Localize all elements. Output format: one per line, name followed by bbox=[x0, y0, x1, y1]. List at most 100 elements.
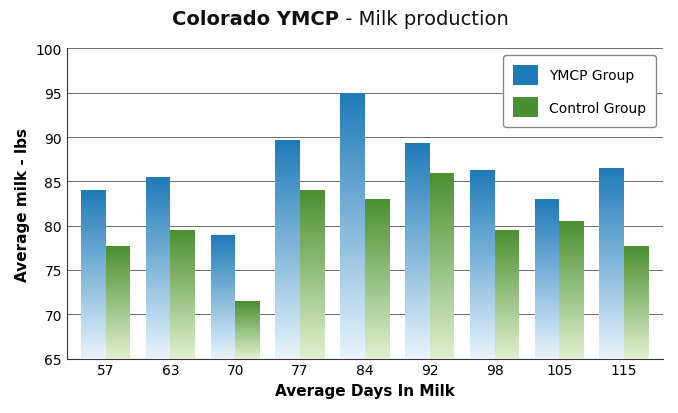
Bar bbox=[146, 333, 170, 334]
Bar bbox=[340, 323, 365, 324]
Bar bbox=[340, 104, 365, 105]
Bar bbox=[470, 245, 494, 246]
Bar bbox=[340, 358, 365, 359]
Bar bbox=[405, 217, 430, 218]
Bar bbox=[340, 99, 365, 100]
Bar bbox=[365, 253, 390, 254]
Bar bbox=[405, 224, 430, 225]
Bar bbox=[559, 308, 584, 309]
Bar bbox=[300, 277, 325, 278]
Bar bbox=[340, 153, 365, 154]
Bar bbox=[535, 228, 559, 229]
Bar bbox=[146, 323, 170, 324]
Bar bbox=[146, 183, 170, 184]
Bar bbox=[599, 241, 624, 242]
Bar bbox=[300, 266, 325, 267]
Bar bbox=[470, 271, 494, 272]
Bar bbox=[146, 215, 170, 216]
Bar bbox=[81, 345, 106, 346]
Bar bbox=[146, 332, 170, 333]
Bar bbox=[430, 234, 454, 235]
Bar bbox=[405, 332, 430, 333]
Bar bbox=[365, 309, 390, 310]
Bar bbox=[275, 242, 300, 243]
Bar bbox=[470, 348, 494, 349]
Bar bbox=[535, 244, 559, 245]
Bar bbox=[494, 349, 519, 350]
Bar bbox=[340, 159, 365, 160]
Bar bbox=[494, 279, 519, 280]
Y-axis label: Average milk - lbs: Average milk - lbs bbox=[15, 127, 30, 281]
Bar bbox=[494, 340, 519, 341]
Bar bbox=[275, 345, 300, 346]
Bar bbox=[535, 325, 559, 326]
Bar bbox=[146, 338, 170, 339]
Bar bbox=[430, 341, 454, 342]
Bar bbox=[599, 343, 624, 344]
Bar bbox=[170, 230, 195, 231]
Bar bbox=[599, 255, 624, 256]
Bar bbox=[494, 339, 519, 340]
Bar bbox=[340, 226, 365, 227]
Bar bbox=[275, 216, 300, 217]
Bar bbox=[146, 339, 170, 340]
Bar bbox=[430, 215, 454, 216]
Text: Colorado YMCP: Colorado YMCP bbox=[172, 10, 339, 29]
Bar bbox=[340, 120, 365, 121]
Bar bbox=[340, 298, 365, 299]
Bar bbox=[81, 308, 106, 309]
Bar bbox=[559, 224, 584, 225]
Bar bbox=[170, 351, 195, 352]
Bar bbox=[494, 300, 519, 301]
Bar bbox=[470, 191, 494, 192]
Bar bbox=[405, 148, 430, 149]
Bar bbox=[365, 333, 390, 334]
Bar bbox=[599, 213, 624, 214]
Bar bbox=[146, 295, 170, 296]
Bar bbox=[300, 334, 325, 335]
Bar bbox=[405, 324, 430, 325]
Bar bbox=[340, 220, 365, 221]
Bar bbox=[470, 352, 494, 353]
Bar bbox=[146, 317, 170, 318]
Bar bbox=[365, 204, 390, 205]
Bar bbox=[340, 327, 365, 328]
Bar bbox=[470, 350, 494, 351]
Bar bbox=[430, 274, 454, 275]
Bar bbox=[470, 291, 494, 292]
Bar bbox=[275, 194, 300, 195]
Bar bbox=[300, 223, 325, 224]
Bar bbox=[535, 353, 559, 354]
Bar bbox=[470, 318, 494, 319]
Bar bbox=[146, 240, 170, 241]
Bar bbox=[275, 253, 300, 254]
Bar bbox=[81, 265, 106, 266]
Bar bbox=[275, 227, 300, 228]
Bar bbox=[470, 232, 494, 233]
Bar bbox=[275, 357, 300, 358]
Bar bbox=[300, 212, 325, 213]
Bar bbox=[365, 336, 390, 337]
Bar bbox=[340, 204, 365, 205]
Bar bbox=[275, 279, 300, 280]
Bar bbox=[300, 259, 325, 260]
Bar bbox=[170, 273, 195, 274]
Bar bbox=[599, 289, 624, 290]
Bar bbox=[365, 338, 390, 339]
Bar bbox=[599, 222, 624, 223]
Bar bbox=[340, 344, 365, 345]
Bar bbox=[599, 182, 624, 183]
Bar bbox=[146, 204, 170, 205]
Bar bbox=[430, 249, 454, 250]
Bar bbox=[559, 340, 584, 341]
Bar bbox=[494, 290, 519, 291]
Bar bbox=[146, 213, 170, 214]
Bar bbox=[365, 316, 390, 317]
Bar bbox=[405, 250, 430, 251]
Bar bbox=[146, 319, 170, 320]
Bar bbox=[494, 308, 519, 309]
Bar bbox=[535, 291, 559, 292]
Bar bbox=[405, 271, 430, 272]
Bar bbox=[340, 316, 365, 317]
Bar bbox=[170, 339, 195, 340]
